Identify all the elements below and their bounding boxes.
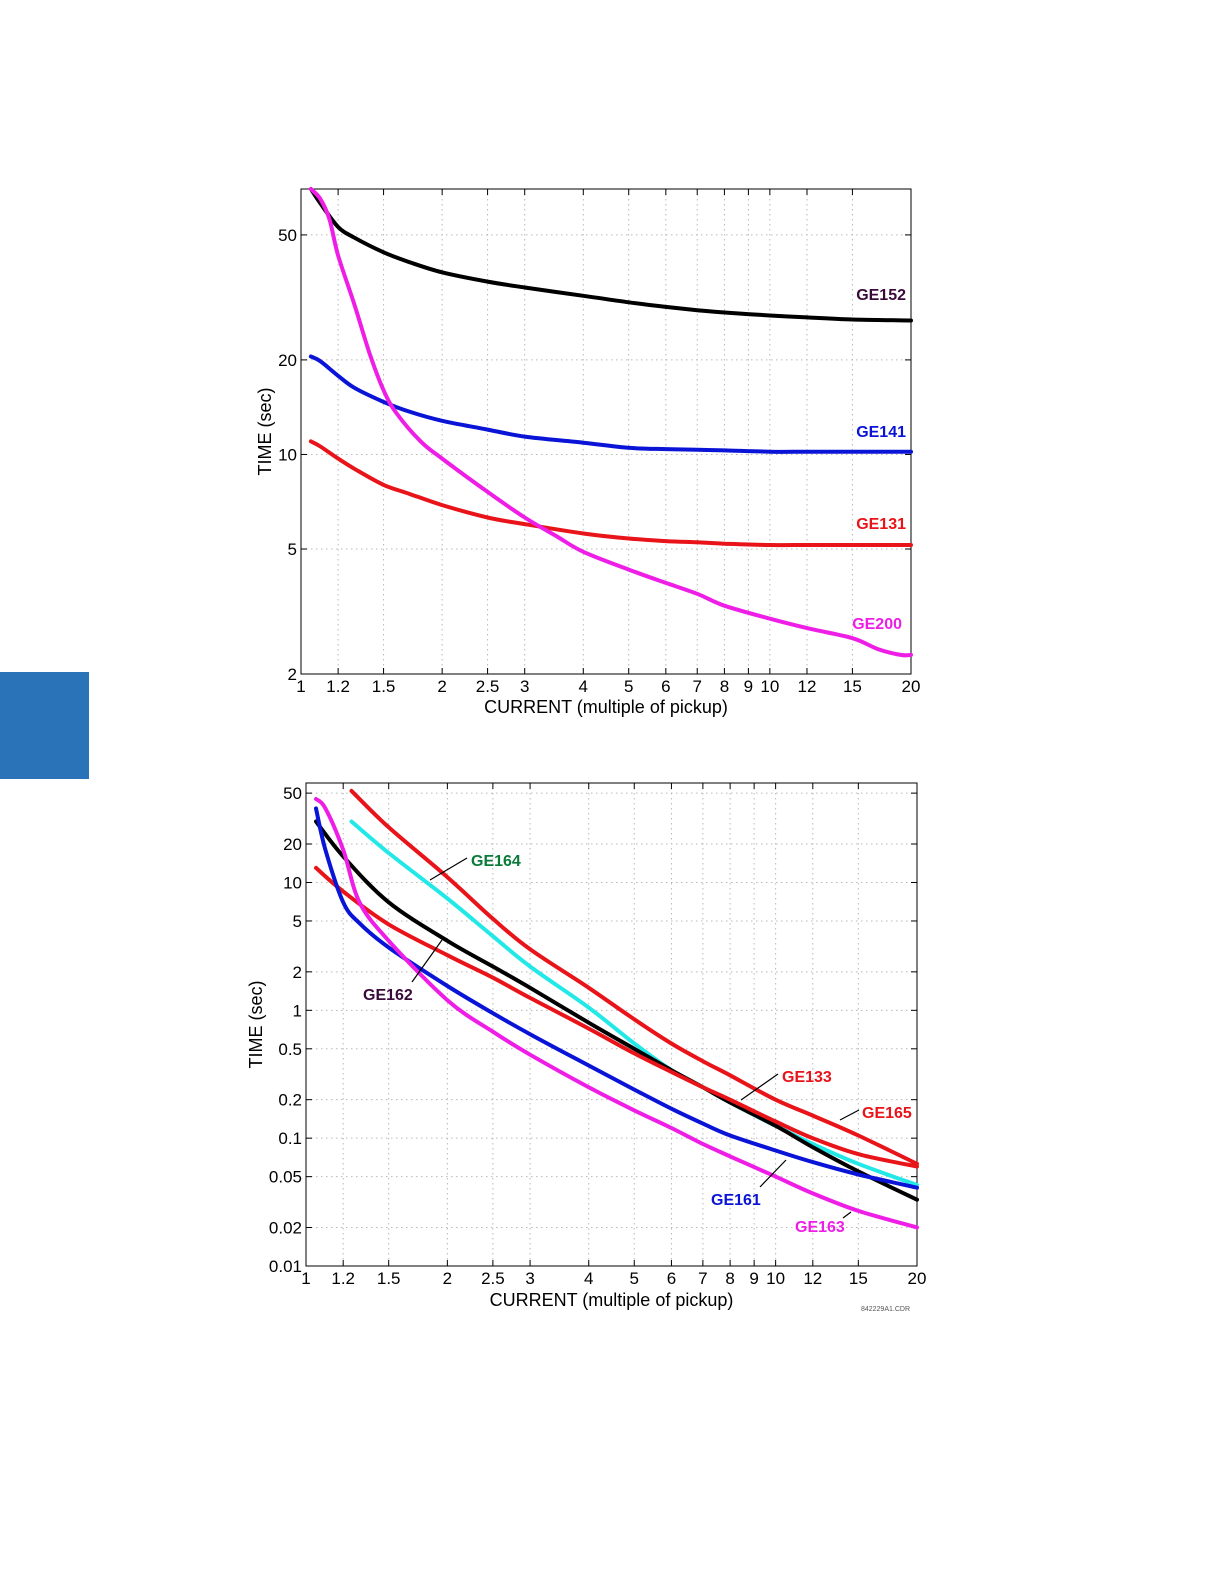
leader-line-ge163 [842, 1211, 852, 1219]
x-tick-label: 15 [843, 677, 862, 696]
x-tick-label: 4 [579, 677, 588, 696]
x-tick-label: 12 [798, 677, 817, 696]
grid-layer [306, 783, 917, 1266]
y-tick-label: 0.5 [278, 1040, 302, 1059]
x-tick-label: 2.5 [476, 677, 500, 696]
x-tick-label: 1.2 [326, 677, 350, 696]
x-tick-label: 6 [667, 1269, 676, 1288]
series-line-ge131 [308, 439, 913, 548]
x-tick-label: 4 [584, 1269, 593, 1288]
series-label-ge133: GE133 [782, 1069, 832, 1086]
x-tick-label: 7 [692, 677, 701, 696]
x-tick-label: 1.2 [331, 1269, 355, 1288]
x-tick-label: 5 [624, 677, 633, 696]
series-layer [314, 788, 919, 1230]
x-tick-label: 3 [525, 1269, 534, 1288]
x-tick-label: 8 [725, 1269, 734, 1288]
y-tick-label: 1 [293, 1001, 302, 1020]
y-tick-label: 5 [293, 912, 302, 931]
y-tick-label: 2 [288, 665, 297, 684]
series-line-ge161 [314, 806, 919, 1190]
x-tick-label: 20 [908, 1269, 927, 1288]
series-line-ge200 [308, 187, 913, 658]
annotation-layer: GE152 GE141 GE131 GE200 [852, 287, 906, 633]
x-tick-label: 15 [849, 1269, 868, 1288]
series-line-ge141 [308, 354, 913, 454]
figure-code: 842229A1.CDR [861, 1306, 910, 1313]
series-layer [308, 187, 913, 658]
y-tick-label: 50 [283, 784, 302, 803]
tick-layer: 1 1.2 1.5 2 2.5 3 4 5 6 7 8 9 10 12 15 200.010.020.050.… [269, 783, 927, 1288]
y-tick-label: 20 [278, 351, 297, 370]
annotation-layer: GE165 GE164 GE162 GE133 GE161 GE163 [363, 853, 912, 1236]
x-tick-label: 8 [720, 677, 729, 696]
y-tick-label: 0.02 [269, 1219, 302, 1238]
series-label-ge161: GE161 [711, 1192, 761, 1209]
y-axis-title: TIME (sec) [255, 388, 275, 476]
leader-line-ge133 [740, 1073, 779, 1101]
y-tick-label: 2 [293, 963, 302, 982]
plot-frame [305, 782, 918, 1267]
x-tick-label: 9 [749, 1269, 758, 1288]
x-tick-label: 6 [661, 677, 670, 696]
x-tick-label: 3 [520, 677, 529, 696]
y-axis-title: TIME (sec) [246, 981, 266, 1069]
series-label-ge165: GE165 [862, 1105, 912, 1122]
leader-line-ge164 [429, 857, 468, 881]
x-tick-label: 1.5 [377, 1269, 401, 1288]
x-tick-label: 1 [301, 1269, 310, 1288]
y-tick-label: 10 [278, 445, 297, 464]
series-line-ge133 [314, 865, 919, 1169]
y-tick-label: 0.2 [278, 1091, 302, 1110]
y-tick-label: 0.01 [269, 1257, 302, 1276]
x-tick-label: 2 [437, 677, 446, 696]
x-tick-label: 1 [296, 677, 305, 696]
series-label-ge164: GE164 [471, 853, 521, 870]
x-tick-label: 20 [902, 677, 921, 696]
series-line-ge165 [349, 788, 919, 1166]
x-tick-label: 2 [443, 1269, 452, 1288]
series-label-ge152: GE152 [856, 287, 906, 304]
leader-line-ge162 [411, 939, 443, 983]
series-label-ge131: GE131 [856, 516, 906, 533]
y-tick-label: 10 [283, 873, 302, 892]
x-axis-title: CURRENT (multiple of pickup) [484, 697, 728, 717]
series-line-ge162 [314, 819, 919, 1202]
series-line-ge163 [314, 797, 919, 1230]
leader-line-ge161 [759, 1159, 787, 1188]
y-tick-label: 0.05 [269, 1168, 302, 1187]
x-tick-label: 7 [698, 1269, 707, 1288]
y-tick-label: 50 [278, 226, 297, 245]
series-label-ge163: GE163 [795, 1219, 845, 1236]
x-tick-label: 2.5 [481, 1269, 505, 1288]
series-line-ge164 [349, 819, 919, 1187]
x-tick-label: 1.5 [372, 677, 396, 696]
y-tick-label: 20 [283, 835, 302, 854]
x-tick-label: 9 [744, 677, 753, 696]
x-tick-label: 5 [630, 1269, 639, 1288]
chart-bottom: 1 1.2 1.5 2 2.5 3 4 5 6 7 8 9 10 12 15 200.010.020.050.… [246, 782, 927, 1313]
x-tick-label: 10 [766, 1269, 785, 1288]
series-label-ge200: GE200 [852, 616, 902, 633]
series-label-ge141: GE141 [856, 424, 906, 441]
x-tick-label: 10 [760, 677, 779, 696]
plot-frame [300, 188, 912, 675]
y-tick-label: 0.1 [278, 1129, 302, 1148]
grid-layer [301, 189, 911, 674]
series-line-ge152 [308, 187, 913, 323]
leader-line-ge165 [839, 1109, 860, 1121]
x-axis-title: CURRENT (multiple of pickup) [490, 1290, 734, 1310]
chapter-side-tab [0, 672, 89, 779]
x-tick-label: 12 [803, 1269, 822, 1288]
y-tick-label: 5 [288, 540, 297, 559]
series-label-ge162: GE162 [363, 987, 413, 1004]
